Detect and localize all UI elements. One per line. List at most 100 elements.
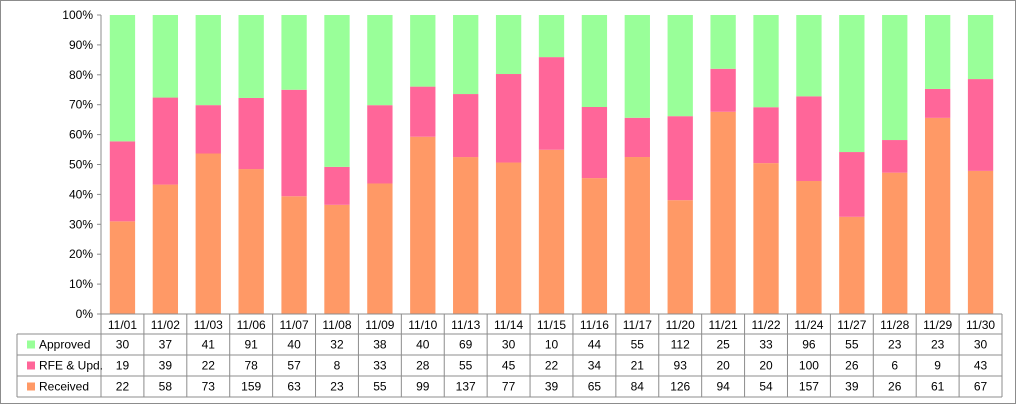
bar-segment (453, 94, 479, 158)
x-tick-label: 11/10 (408, 318, 437, 332)
y-tick-label: 80% (69, 68, 93, 82)
bar-segment (152, 97, 179, 185)
table-cell-value: 37 (159, 338, 173, 352)
x-tick-label: 11/06 (237, 318, 266, 332)
table-cell-value: 25 (716, 338, 730, 352)
bar-segment (324, 166, 350, 205)
bar-segment (238, 15, 264, 98)
bar-segment (667, 200, 693, 314)
table-cell-value: 96 (802, 338, 816, 352)
x-tick-label: 11/03 (194, 318, 223, 332)
y-tick-label: 10% (69, 277, 93, 291)
bar-segment (324, 15, 350, 167)
y-tick-label: 90% (69, 38, 93, 52)
bar-segment (882, 172, 908, 314)
table-cell-value: 84 (631, 380, 645, 394)
legend-label: RFE & Upd. (39, 359, 103, 373)
table-cell-value: 58 (159, 380, 173, 394)
table-cell-value: 126 (670, 380, 690, 394)
bar-segment (152, 184, 179, 314)
y-tick-label: 20% (69, 247, 93, 261)
bar-segment (624, 117, 650, 158)
table-cell-value: 159 (241, 380, 261, 394)
x-tick-label: 11/16 (580, 318, 609, 332)
table-cell-value: 30 (974, 338, 988, 352)
x-tick-label: 11/14 (494, 318, 523, 332)
y-tick-label: 50% (69, 158, 93, 172)
table-cell-value: 55 (373, 380, 387, 394)
table-cell-value: 22 (116, 380, 130, 394)
table-cell-value: 39 (545, 380, 559, 394)
bar-segment (882, 140, 908, 173)
bar-segment (195, 153, 221, 314)
table-cell-value: 55 (459, 359, 473, 373)
table-cell-value: 63 (287, 380, 301, 394)
bar-segment (152, 15, 179, 98)
table-cell-value: 99 (416, 380, 430, 394)
x-tick-label: 11/02 (151, 318, 180, 332)
table-cell-value: 33 (759, 338, 773, 352)
bar-segment (839, 15, 865, 153)
table-cell-value: 67 (974, 380, 988, 394)
bar-segment (495, 74, 522, 163)
table-cell-value: 45 (502, 359, 516, 373)
bar-segment (109, 15, 136, 142)
table-cell-value: 55 (631, 338, 645, 352)
x-tick-label: 11/13 (451, 318, 480, 332)
bar-segment (710, 15, 736, 69)
y-tick-label: 0% (76, 307, 94, 321)
table-cell-value: 40 (416, 338, 430, 352)
bar-segment (367, 105, 393, 184)
bar-segment (453, 15, 479, 95)
bar-segment (281, 89, 307, 197)
table-cell-value: 137 (456, 380, 476, 394)
bar-segment (410, 86, 436, 137)
x-tick-label: 11/27 (837, 318, 866, 332)
table-cell-value: 94 (716, 380, 730, 394)
bar-segment (281, 196, 307, 314)
table-cell-value: 32 (330, 338, 344, 352)
bar-segment (195, 15, 221, 106)
table-cell-value: 77 (502, 380, 516, 394)
y-tick-label: 100% (62, 8, 93, 22)
bar-segment (367, 15, 393, 106)
y-tick-label: 70% (69, 98, 93, 112)
y-tick-label: 60% (69, 128, 93, 142)
table-cell-value: 73 (202, 380, 216, 394)
bar-segment (495, 162, 522, 314)
bar-segment (281, 15, 307, 90)
table-cell-value: 10 (545, 338, 559, 352)
table-cell-value: 54 (759, 380, 773, 394)
table-cell-value: 69 (459, 338, 473, 352)
bar-segment (710, 111, 736, 315)
bar-segment (967, 170, 994, 314)
bar-segment (796, 96, 822, 182)
bar-segment (710, 68, 736, 112)
table-cell-value: 26 (845, 359, 859, 373)
bar-segment (581, 15, 608, 107)
table-cell-value: 20 (759, 359, 773, 373)
bar-segment (967, 79, 994, 171)
bar-segment (410, 136, 436, 314)
table-cell-value: 39 (159, 359, 173, 373)
table-cell-value: 28 (416, 359, 430, 373)
x-tick-label: 11/28 (880, 318, 909, 332)
bar-segment (753, 15, 779, 108)
x-tick-label: 11/15 (537, 318, 566, 332)
bar-segment (667, 116, 693, 201)
table-cell-value: 41 (202, 338, 216, 352)
x-tick-label: 11/08 (322, 318, 351, 332)
table-cell-value: 19 (116, 359, 130, 373)
bar-segment (109, 221, 136, 314)
x-tick-label: 11/24 (794, 318, 823, 332)
table-cell-value: 93 (674, 359, 688, 373)
bar-segment (839, 152, 865, 217)
table-cell-value: 30 (502, 338, 516, 352)
bar-segment (924, 15, 951, 89)
bar-segment (753, 163, 779, 314)
bar-segment (238, 97, 264, 170)
table-cell-value: 39 (845, 380, 859, 394)
bar-segment (796, 181, 822, 314)
bar-segment (410, 15, 436, 87)
bar-segment (495, 15, 522, 75)
